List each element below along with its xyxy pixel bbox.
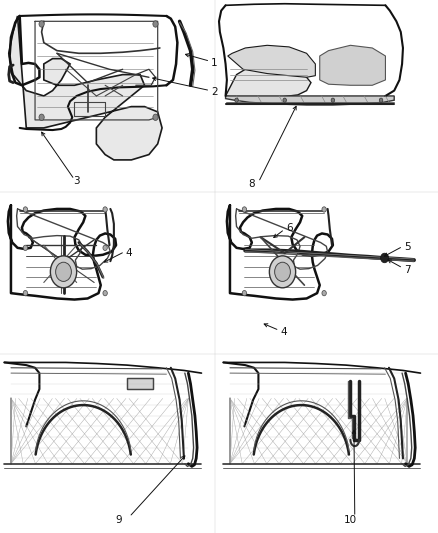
Circle shape [322, 290, 326, 296]
Circle shape [50, 256, 77, 288]
Circle shape [103, 245, 107, 251]
Circle shape [235, 98, 238, 102]
Circle shape [381, 253, 389, 263]
Text: 10: 10 [344, 515, 357, 524]
Circle shape [322, 207, 326, 212]
Circle shape [103, 207, 107, 212]
Polygon shape [127, 378, 153, 389]
Polygon shape [226, 96, 394, 105]
Polygon shape [226, 61, 311, 99]
Circle shape [331, 98, 335, 102]
Circle shape [269, 256, 296, 288]
Text: 4: 4 [280, 327, 287, 337]
Text: 5: 5 [404, 243, 410, 252]
Polygon shape [320, 45, 385, 85]
Circle shape [242, 207, 247, 212]
Circle shape [23, 207, 28, 212]
Circle shape [56, 262, 71, 281]
Polygon shape [9, 16, 162, 160]
Circle shape [23, 245, 28, 251]
Circle shape [103, 290, 107, 296]
Polygon shape [228, 45, 315, 77]
Text: 9: 9 [115, 515, 122, 524]
Text: 1: 1 [211, 58, 218, 68]
Circle shape [275, 262, 290, 281]
Circle shape [153, 21, 158, 27]
Text: 4: 4 [126, 248, 132, 258]
Circle shape [283, 98, 286, 102]
Circle shape [39, 21, 44, 27]
Circle shape [153, 114, 158, 120]
Circle shape [23, 290, 28, 296]
Circle shape [379, 98, 383, 102]
Text: 7: 7 [404, 265, 410, 274]
Text: 8: 8 [248, 179, 255, 189]
Circle shape [242, 290, 247, 296]
Circle shape [39, 114, 44, 120]
Text: 2: 2 [211, 87, 218, 97]
Text: 6: 6 [286, 223, 293, 233]
Text: 3: 3 [74, 176, 80, 186]
